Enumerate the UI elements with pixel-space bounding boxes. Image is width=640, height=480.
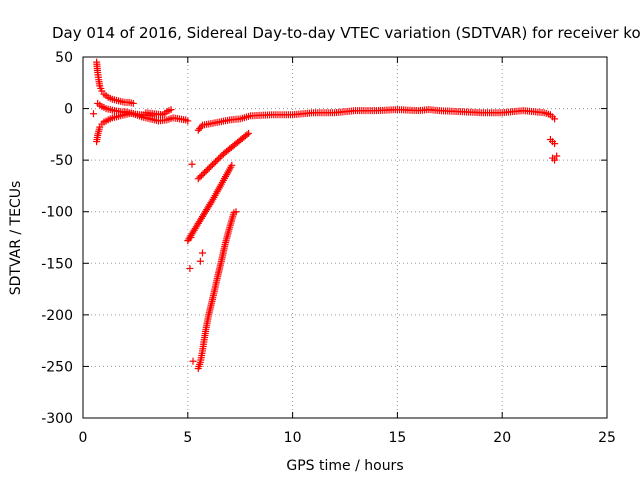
y-tick-label: 50	[55, 50, 73, 66]
data-point	[184, 117, 192, 125]
data-point	[553, 152, 561, 160]
x-tick-label: 20	[493, 430, 511, 446]
data-point	[194, 175, 202, 183]
series-early-convergence	[121, 108, 192, 125]
y-tick-label: -200	[41, 308, 73, 324]
data-point	[201, 169, 209, 177]
data-point	[228, 161, 236, 169]
x-tick-label: 10	[284, 430, 302, 446]
data-point	[208, 161, 216, 169]
x-tick-label: 5	[183, 430, 192, 446]
series-scattered-points	[186, 160, 206, 365]
data-marks	[89, 58, 561, 372]
data-point	[202, 167, 210, 175]
data-point	[213, 156, 221, 164]
data-point	[186, 264, 194, 272]
data-point	[188, 160, 196, 168]
series-late-right-points	[546, 136, 561, 164]
y-tick-label: -50	[50, 153, 73, 169]
data-point	[187, 234, 195, 241]
data-point	[208, 197, 216, 205]
data-point	[215, 155, 223, 163]
data-point	[551, 115, 559, 123]
y-tick-label: -100	[41, 205, 73, 221]
y-tick-label: -300	[41, 411, 73, 427]
data-point	[204, 165, 212, 173]
data-point	[197, 172, 205, 180]
y-tick-label: -150	[41, 256, 73, 272]
data-point	[129, 99, 137, 107]
x-tick-label: 25	[598, 430, 616, 446]
data-point	[196, 257, 204, 265]
series-early-upper-branch	[93, 58, 137, 107]
axis-ticks	[82, 56, 608, 419]
x-tick-label: 0	[79, 430, 88, 446]
series-main-baseline	[194, 106, 559, 134]
x-tick-label: 15	[388, 430, 406, 446]
data-point	[243, 131, 251, 139]
data-point	[245, 129, 253, 137]
x-axis-label: GPS time / hours	[286, 458, 403, 474]
y-tick-label: -250	[41, 359, 73, 375]
plot-frame	[82, 56, 608, 419]
data-point	[212, 158, 220, 166]
chart-title: Day 014 of 2016, Sidereal Day-to-day VTE…	[52, 24, 640, 42]
data-point	[205, 164, 213, 172]
data-point	[216, 153, 224, 161]
data-point	[198, 249, 206, 257]
data-point	[551, 156, 559, 164]
data-point	[199, 170, 207, 178]
series-isolated-point	[89, 110, 97, 118]
y-tick-label: 0	[64, 102, 73, 118]
series-early-right-arc	[142, 106, 175, 119]
data-point	[210, 159, 218, 167]
data-point	[196, 173, 204, 181]
series-descending-track-3	[194, 208, 240, 372]
y-axis-label: SDTVAR / TECUs	[8, 181, 24, 296]
data-point	[207, 162, 215, 170]
x-tick-labels: 0 5 10 15 20 25	[79, 430, 616, 446]
data-point	[167, 106, 175, 114]
data-point	[232, 208, 240, 216]
series-descending-track-1	[194, 129, 253, 183]
y-tick-labels: 50 0 -50 -100 -150 -200 -250 -300	[41, 50, 73, 427]
data-point	[89, 110, 97, 118]
data-point	[551, 140, 559, 148]
data-point	[189, 357, 197, 365]
